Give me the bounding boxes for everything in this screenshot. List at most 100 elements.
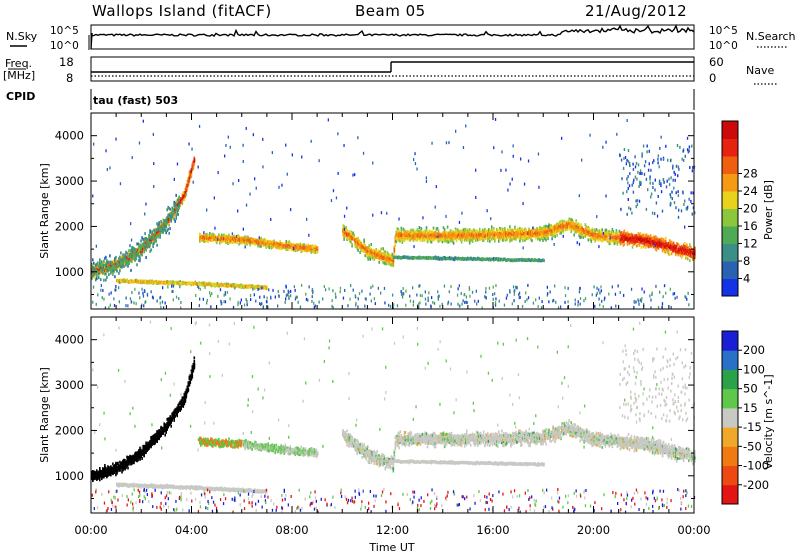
- power-cell-1045: [120, 265, 122, 269]
- power-cell-830: [183, 196, 186, 200]
- power-cell-2729: [378, 251, 380, 255]
- power-cell-859: [186, 179, 189, 183]
- power-cell-1274: [177, 212, 179, 216]
- power-cell-3185: [435, 228, 438, 232]
- power-cell-4131: [554, 231, 556, 235]
- power-cell-1162: [149, 230, 151, 234]
- power-cell-1848: [293, 244, 296, 248]
- power-cell-3314: [451, 230, 454, 234]
- power-cell-4146: [556, 229, 558, 233]
- power-cell-2916: [401, 240, 404, 244]
- power-cell-1733: [274, 242, 276, 246]
- power-cell-1213: [162, 222, 164, 226]
- power-cell-2540: [354, 239, 356, 243]
- power-cell-4385: [586, 227, 589, 231]
- power-cell-205: [113, 259, 115, 263]
- power-cell-1395: [218, 238, 220, 242]
- power-cell-2644: [367, 257, 369, 261]
- power-cell-693: [168, 223, 170, 227]
- power-cell-2016: [125, 279, 127, 283]
- power-cell-3052: [418, 226, 421, 229]
- power-cell-4916: [652, 245, 655, 249]
- power-cell-2292: [217, 283, 220, 287]
- power-cell-1269: [176, 212, 178, 216]
- power-cell-3528: [478, 227, 481, 231]
- power-cell-3492: [473, 233, 476, 237]
- power-cell-4254: [570, 221, 572, 225]
- power-cell-3011: [413, 236, 416, 240]
- power-cell-4956: [657, 242, 660, 245]
- power-cell-4873: [647, 236, 650, 240]
- power-cell-55: [97, 273, 99, 277]
- power-cell-3297: [449, 229, 452, 233]
- power-cell-439: [139, 249, 141, 253]
- power-cell-2931: [403, 238, 406, 242]
- power-cell-3028: [415, 233, 418, 237]
- power-cell-2660: [369, 248, 371, 252]
- power-cell-3622: [491, 225, 493, 229]
- power-cell-3481: [472, 228, 475, 232]
- power-cell-3451: [468, 241, 471, 245]
- power-cell-3350: [456, 229, 459, 233]
- power-cell-4815: [640, 234, 643, 238]
- power-cell-3640: [493, 227, 495, 231]
- power-cell-420: [137, 248, 139, 252]
- power-cell-3953: [532, 229, 534, 233]
- power-cell-1559: [245, 240, 247, 244]
- power-cell-3143: [430, 240, 433, 244]
- power-cell-4407: [589, 233, 592, 237]
- power-cell-2864: [395, 233, 398, 237]
- power-cell-2424: [261, 285, 264, 289]
- power-cell-1721: [272, 243, 274, 247]
- power-cell-305: [124, 262, 126, 266]
- freq-unit-label: [MHz]: [3, 69, 35, 82]
- power-cell-4234: [567, 221, 569, 224]
- power-cell-1179: [154, 232, 156, 235]
- power-cell-322: [126, 256, 128, 260]
- power-cell-2298: [219, 283, 222, 287]
- power-cell-4532: [604, 234, 607, 238]
- power-cell-1245: [170, 219, 172, 223]
- power-cell-2795: [386, 253, 389, 257]
- power-cell-2343: [234, 284, 237, 288]
- power-cell-2850: [393, 252, 396, 256]
- power-cell-4913: [652, 235, 655, 239]
- power-cell-296: [123, 261, 125, 265]
- power-cell-3658: [495, 236, 497, 239]
- power-cell-4676: [622, 232, 625, 236]
- power-cell-3146: [430, 230, 433, 234]
- power-cell-974: [102, 263, 104, 267]
- power-cell-1124: [140, 246, 142, 249]
- power-cell-3971: [534, 230, 536, 234]
- power-cell-3769: [509, 229, 511, 232]
- power-cell-3154: [431, 230, 434, 234]
- power-cell-3169: [433, 232, 436, 236]
- power-cell-1661: [262, 239, 264, 243]
- power-cell-989: [106, 259, 108, 263]
- power-cell-3089: [423, 231, 426, 235]
- power-cell-4932: [654, 235, 657, 239]
- power-cell-2346: [235, 284, 238, 288]
- power-cell-1295: [201, 235, 203, 238]
- power-cell-2747: [380, 247, 382, 251]
- power-cell-2019: [126, 278, 128, 282]
- power-cell-4050: [544, 224, 546, 228]
- power-cell-4442: [593, 228, 596, 232]
- power-cell-361: [131, 260, 133, 264]
- power-cell-3596: [487, 233, 489, 237]
- power-cell-2569: [358, 242, 360, 246]
- power-cell-2836: [391, 256, 394, 260]
- power-cell-3427: [465, 238, 468, 242]
- power-cell-1186: [155, 239, 157, 243]
- power-cell-813: [181, 200, 184, 204]
- power-cell-1414: [221, 240, 223, 244]
- power-cell-1202: [159, 228, 161, 232]
- power-cell-2588: [360, 242, 362, 246]
- power-cell-2271: [210, 284, 213, 288]
- power-cell-982: [104, 265, 106, 269]
- power-cell-3803: [513, 231, 515, 235]
- power-cell-1207: [161, 223, 163, 227]
- power-cell-1221: [164, 222, 166, 226]
- power-cell-1684: [266, 239, 268, 243]
- cpid-label: CPID: [6, 90, 35, 103]
